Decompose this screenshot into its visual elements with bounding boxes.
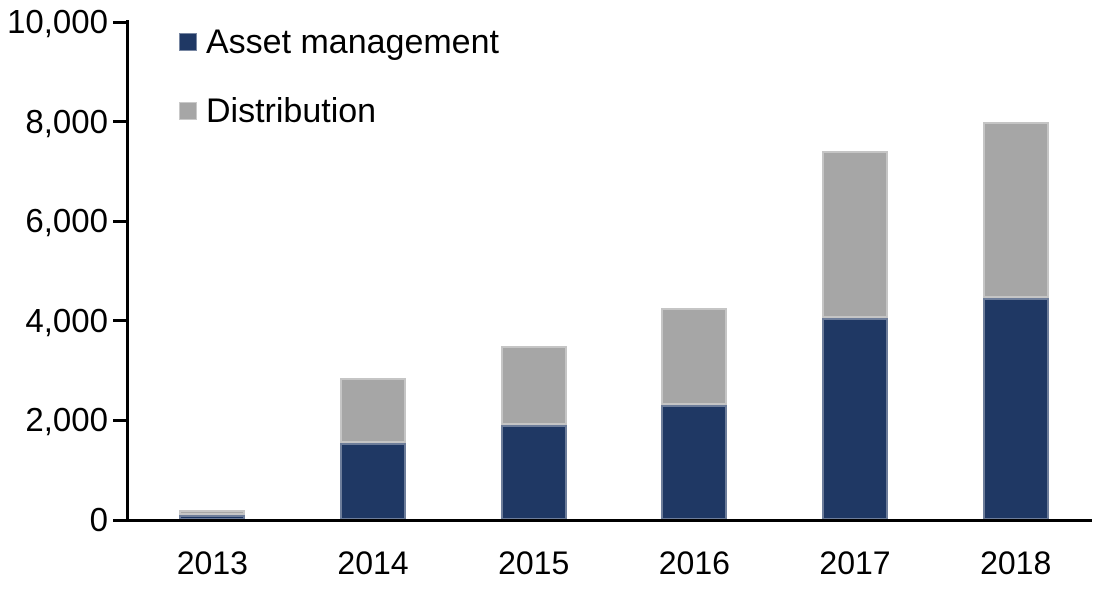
y-axis-tick-mark xyxy=(113,120,127,124)
y-axis-tick-label: 8,000 xyxy=(25,102,108,140)
legend-item-distribution: Distribution xyxy=(179,91,376,131)
bar-segment-asset-management-2014 xyxy=(340,442,406,520)
bar-segment-asset-management-2018 xyxy=(982,298,1049,520)
legend-label: Asset management xyxy=(206,23,499,61)
y-axis-tick-label: 10,000 xyxy=(7,3,108,40)
bar-segment-distribution-2016 xyxy=(661,308,728,406)
x-axis-tick-label: 2014 xyxy=(337,545,409,581)
x-axis-tick-label: 2016 xyxy=(658,545,730,581)
x-axis-tick-label: 2017 xyxy=(819,545,891,581)
bar-segment-distribution-2018 xyxy=(982,121,1049,299)
legend-swatch-distribution xyxy=(179,102,197,120)
bar-segment-asset-management-2016 xyxy=(661,405,728,520)
y-axis-tick-mark xyxy=(113,518,127,522)
legend-item-asset-management: Asset management xyxy=(179,22,499,62)
x-axis-tick-label: 2018 xyxy=(980,545,1052,581)
y-axis-tick-label: 2,000 xyxy=(25,401,108,439)
y-axis-tick-mark xyxy=(113,219,127,223)
bar-segment-asset-management-2013 xyxy=(179,515,246,520)
x-axis-tick-label: 2015 xyxy=(498,545,570,581)
legend-swatch-asset-management xyxy=(179,33,197,51)
y-axis-tick-label: 0 xyxy=(89,501,108,538)
y-axis-tick-label: 6,000 xyxy=(25,202,108,240)
bar-segment-asset-management-2015 xyxy=(500,425,567,520)
y-axis-tick-mark xyxy=(113,319,127,323)
bar-segment-distribution-2017 xyxy=(822,151,888,319)
y-axis-tick-mark xyxy=(113,418,127,422)
bar-segment-asset-management-2017 xyxy=(822,318,888,520)
legend-label: Distribution xyxy=(206,92,377,130)
y-axis-line xyxy=(126,20,129,522)
bar-segment-distribution-2015 xyxy=(500,345,567,426)
x-axis-tick-label: 2013 xyxy=(176,545,248,581)
bar-segment-distribution-2014 xyxy=(340,378,406,443)
y-axis-tick-mark xyxy=(113,20,127,24)
bar-segment-distribution-2013 xyxy=(179,510,246,515)
y-axis-tick-label: 4,000 xyxy=(25,301,108,339)
x-axis-line xyxy=(126,519,1092,522)
